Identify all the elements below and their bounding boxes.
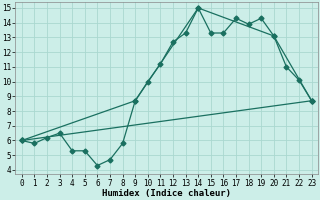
- X-axis label: Humidex (Indice chaleur): Humidex (Indice chaleur): [102, 189, 231, 198]
